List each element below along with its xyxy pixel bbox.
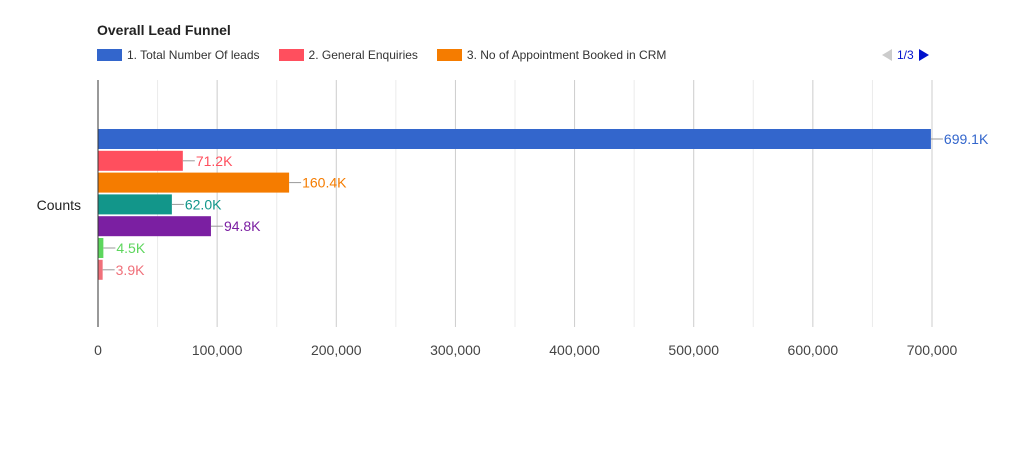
legend-pager: 1/3 bbox=[882, 47, 929, 63]
data-label: 160.4K bbox=[302, 175, 347, 191]
previous-page-icon[interactable] bbox=[882, 49, 892, 61]
chart-legend: 1. Total Number Of leads 2. General Enqu… bbox=[97, 47, 685, 63]
data-label: 94.8K bbox=[224, 218, 261, 234]
legend-label: 2. General Enquiries bbox=[308, 48, 418, 62]
legend-item-total-leads[interactable]: 1. Total Number Of leads bbox=[97, 48, 260, 62]
data-label: 3.9K bbox=[116, 262, 145, 278]
data-label: 71.2K bbox=[196, 153, 233, 169]
x-tick-label: 0 bbox=[94, 342, 102, 358]
bar[interactable] bbox=[98, 129, 931, 149]
bar[interactable] bbox=[98, 259, 103, 280]
bar[interactable] bbox=[98, 150, 183, 171]
legend-item-appointments-booked[interactable]: 3. No of Appointment Booked in CRM bbox=[436, 48, 667, 62]
legend-swatch bbox=[97, 49, 122, 61]
chart-title: Overall Lead Funnel bbox=[97, 22, 231, 38]
legend-item-general-enquiries[interactable]: 2. General Enquiries bbox=[278, 48, 418, 62]
x-tick-label: 200,000 bbox=[311, 342, 362, 358]
grid-lines bbox=[157, 80, 933, 327]
legend-label: 3. No of Appointment Booked in CRM bbox=[466, 48, 667, 62]
x-tick-label: 500,000 bbox=[668, 342, 719, 358]
x-tick-label: 700,000 bbox=[907, 342, 958, 358]
data-label: 62.0K bbox=[185, 196, 222, 212]
x-tick-label: 300,000 bbox=[430, 342, 481, 358]
x-tick-label: 100,000 bbox=[192, 342, 243, 358]
x-tick-label: 400,000 bbox=[549, 342, 600, 358]
x-tick-label: 600,000 bbox=[788, 342, 839, 358]
legend-swatch bbox=[278, 49, 304, 61]
data-label: 4.5K bbox=[116, 240, 145, 256]
next-page-icon[interactable] bbox=[918, 49, 929, 61]
category-label: Counts bbox=[37, 197, 81, 213]
axes: Counts 0 100,000 200,000 300,000 400,000 500,0… bbox=[37, 80, 958, 358]
legend-label: 1. Total Number Of leads bbox=[127, 48, 260, 62]
bar[interactable] bbox=[98, 172, 290, 193]
bar[interactable] bbox=[98, 216, 211, 237]
legend-page-indicator: 1/3 bbox=[897, 48, 914, 62]
bar[interactable] bbox=[98, 238, 104, 258]
data-label: 699.1K bbox=[944, 131, 989, 147]
bar[interactable] bbox=[98, 194, 172, 215]
legend-swatch bbox=[436, 49, 462, 61]
